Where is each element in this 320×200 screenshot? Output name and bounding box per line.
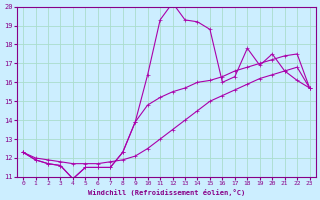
X-axis label: Windchill (Refroidissement éolien,°C): Windchill (Refroidissement éolien,°C) [88, 189, 245, 196]
